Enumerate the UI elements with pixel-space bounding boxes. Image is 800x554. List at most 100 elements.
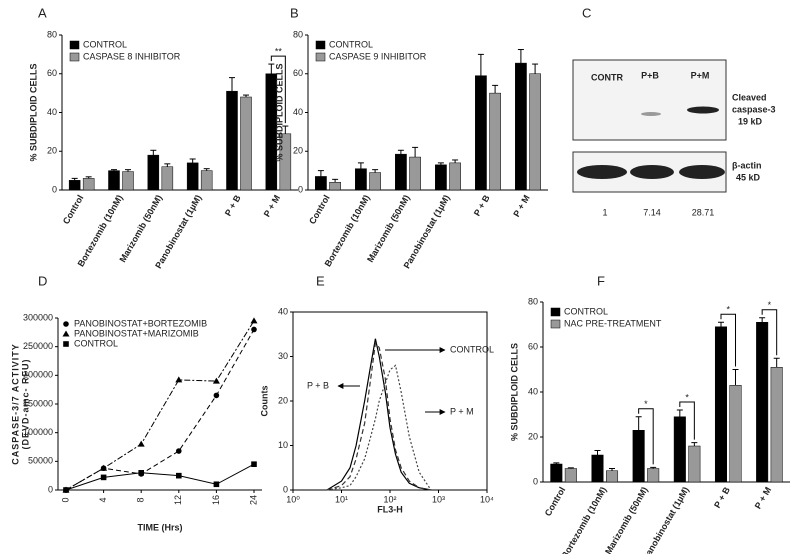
x-axis-label: FL3-H <box>377 504 403 514</box>
x-tick-label: Marizomib (50nM) <box>117 193 164 264</box>
x-tick-label: 10³ <box>432 494 445 504</box>
x-tick-label: Bortezomib (10nM) <box>76 193 125 268</box>
band-label: β-actin <box>732 160 762 170</box>
x-tick-label: Control <box>307 193 332 226</box>
x-tick-label: Bortezomib (10nM) <box>559 485 608 554</box>
legend-label: NAC PRE-TREATMENT <box>564 318 662 328</box>
bar <box>315 176 327 191</box>
significance: * <box>685 392 689 402</box>
bar <box>369 172 381 191</box>
x-tick-label: 0 <box>60 497 70 502</box>
legend-label: CASPASE 9 INHIBITOR <box>329 51 427 61</box>
panel-letter: B <box>290 5 299 20</box>
legend-label: CONTROL <box>83 39 127 49</box>
bar <box>632 430 645 483</box>
legend-swatch <box>550 307 561 317</box>
x-tick-label: Marizomib (50nM) <box>365 193 412 264</box>
y-tick-label: 10 <box>278 440 288 450</box>
annotation: P + B <box>307 380 329 390</box>
bar <box>606 470 619 483</box>
significance-bracket <box>270 55 286 124</box>
y-axis-label: (DEVD-amc- RFU) <box>20 358 30 449</box>
x-tick-label: Panobinostat (1µM) <box>402 193 452 270</box>
x-tick-label: 10⁴ <box>480 494 494 504</box>
x-tick-label: Bortezomib (10nM) <box>323 193 372 268</box>
marker <box>176 448 182 454</box>
histogram-curve <box>326 364 432 491</box>
significance-bracket <box>720 313 737 367</box>
y-tick-label: 40 <box>528 386 538 396</box>
significance-bracket <box>638 408 654 465</box>
x-tick-label: P + M <box>262 193 282 218</box>
band <box>577 165 627 179</box>
bar <box>240 96 252 191</box>
y-tick-label: 0 <box>283 484 288 494</box>
bar <box>186 162 199 191</box>
y-axis-label: % SUBDIPLOID CELLS <box>509 343 519 441</box>
x-tick-label: Marizomib (50nM) <box>603 485 650 554</box>
y-tick-label: 60 <box>293 68 303 78</box>
x-tick-label: 16 <box>211 495 221 505</box>
x-tick-label: P + B <box>712 485 732 510</box>
bar <box>435 164 447 191</box>
legend-swatch <box>550 319 561 329</box>
x-tick-label: P + B <box>223 193 243 218</box>
bar <box>449 162 461 191</box>
legend-label: CONTROL <box>564 306 608 316</box>
x-tick-label: 10¹ <box>335 494 348 504</box>
bar <box>200 170 213 191</box>
marker <box>213 481 220 488</box>
bar <box>475 75 487 191</box>
marker <box>176 472 182 479</box>
x-tick-label: Control <box>61 193 86 226</box>
y-tick-label: 300000 <box>23 312 53 322</box>
significance: * <box>726 305 730 315</box>
band-label: 19 kD <box>738 116 763 126</box>
bar <box>515 62 527 191</box>
legend-label: CASPASE 8 INHIBITOR <box>83 51 181 61</box>
marker <box>63 321 69 327</box>
y-tick-label: 80 <box>47 29 57 39</box>
legend-swatch <box>69 52 80 62</box>
marker <box>100 474 107 481</box>
band <box>687 106 719 114</box>
bar <box>108 170 120 191</box>
y-tick-label: 150000 <box>23 398 53 408</box>
bar <box>122 171 134 191</box>
bar <box>489 92 501 191</box>
bar <box>550 463 563 483</box>
bar <box>673 416 686 483</box>
densitometry: 1 <box>602 207 607 217</box>
x-tick-label: 10⁰ <box>286 494 300 504</box>
legend-swatch <box>315 52 326 62</box>
y-axis-label: CASPASE-3/7 ACTIVITY <box>10 343 20 465</box>
panel-letter: A <box>38 5 47 20</box>
histogram-curve <box>326 338 432 491</box>
y-tick-label: 20 <box>278 395 288 405</box>
y-tick-label: 40 <box>278 306 288 316</box>
y-axis-label: Counts <box>259 386 269 417</box>
bar <box>591 454 604 483</box>
y-tick-label: 80 <box>293 29 303 39</box>
band <box>630 165 674 179</box>
significance-bracket <box>679 401 695 440</box>
y-tick-label: 50000 <box>28 456 53 466</box>
marker <box>63 487 69 493</box>
y-tick-label: 0 <box>533 476 538 486</box>
histogram-curve <box>326 341 432 491</box>
bar <box>329 182 341 191</box>
bar <box>409 156 421 191</box>
y-tick-label: 60 <box>47 68 57 78</box>
band <box>641 112 661 116</box>
marker <box>63 341 69 347</box>
bar <box>395 153 407 191</box>
significance: ** <box>275 46 283 56</box>
bar <box>770 367 783 483</box>
bar <box>688 445 701 483</box>
band <box>679 165 725 179</box>
x-tick-label: 24 <box>248 495 258 505</box>
y-tick-label: 200000 <box>23 370 53 380</box>
legend-label: CONTROL <box>329 39 373 49</box>
marker <box>100 464 108 471</box>
y-tick-label: 0 <box>52 184 57 194</box>
